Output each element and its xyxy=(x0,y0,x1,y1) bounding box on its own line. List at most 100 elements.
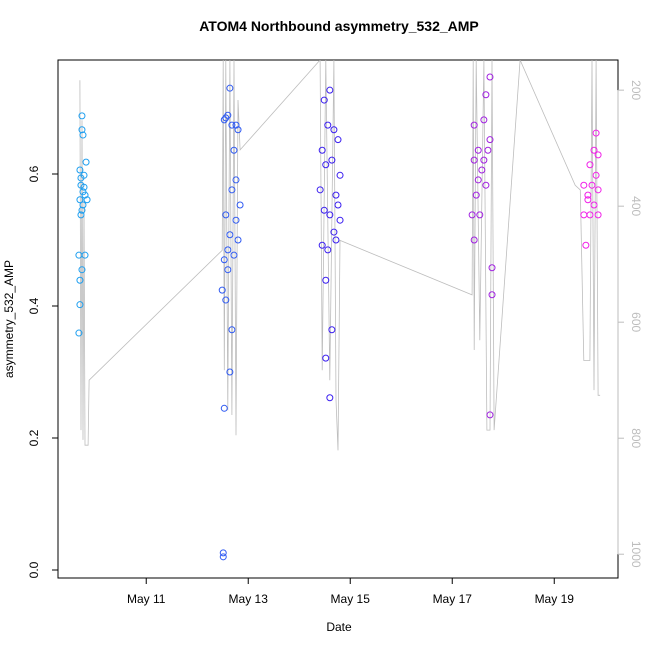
point xyxy=(78,206,86,214)
point xyxy=(324,121,332,129)
point xyxy=(224,266,232,274)
point xyxy=(336,171,344,179)
y2-tick-label: 200 xyxy=(629,80,643,100)
x-tick-label: May 15 xyxy=(331,592,371,606)
point xyxy=(81,191,89,199)
point xyxy=(486,136,494,144)
point xyxy=(79,201,87,209)
y-tick-label: 0.6 xyxy=(27,165,41,182)
point xyxy=(232,176,240,184)
point xyxy=(584,196,592,204)
point xyxy=(470,156,478,164)
point xyxy=(582,241,590,249)
point xyxy=(218,286,226,294)
point xyxy=(334,136,342,144)
point xyxy=(222,296,230,304)
y2-tick-label: 600 xyxy=(629,312,643,332)
point xyxy=(220,404,228,412)
point xyxy=(478,166,486,174)
chart-title: ATOM4 Northbound asymmetry_532_AMP xyxy=(199,18,479,34)
point xyxy=(76,166,84,174)
point xyxy=(486,411,494,419)
y-axis-label: asymmetry_532_AMP xyxy=(2,260,16,378)
y2-tick-label: 800 xyxy=(629,428,643,448)
point xyxy=(482,91,490,99)
point xyxy=(228,121,236,129)
point xyxy=(81,251,89,259)
y2-line xyxy=(79,60,601,451)
point xyxy=(488,291,496,299)
point xyxy=(470,121,478,129)
point xyxy=(586,161,594,169)
point xyxy=(220,116,228,124)
point xyxy=(326,211,334,219)
point xyxy=(588,181,596,189)
point xyxy=(592,171,600,179)
point xyxy=(580,181,588,189)
y-tick-label: 0.4 xyxy=(27,297,41,314)
point xyxy=(79,131,87,139)
y2-tick-label: 1000 xyxy=(629,541,643,568)
point xyxy=(226,84,234,92)
point xyxy=(318,241,326,249)
point xyxy=(80,183,88,191)
point xyxy=(590,146,598,154)
point xyxy=(320,206,328,214)
point xyxy=(228,326,236,334)
point xyxy=(328,326,336,334)
x-tick-label: May 11 xyxy=(127,592,166,606)
point xyxy=(326,394,334,402)
x-tick-label: May 13 xyxy=(229,592,269,606)
point xyxy=(336,216,344,224)
point xyxy=(326,86,334,94)
point xyxy=(316,186,324,194)
point xyxy=(580,211,588,219)
point xyxy=(230,251,238,259)
point xyxy=(78,126,86,134)
point xyxy=(76,276,84,284)
point xyxy=(474,146,482,154)
point xyxy=(330,228,338,236)
x-tick-label: May 17 xyxy=(433,592,473,606)
point xyxy=(594,186,602,194)
point xyxy=(482,181,490,189)
point xyxy=(472,191,480,199)
point xyxy=(226,368,234,376)
point xyxy=(470,236,478,244)
point xyxy=(220,256,228,264)
point xyxy=(332,236,340,244)
point xyxy=(219,553,227,561)
point xyxy=(486,73,494,81)
point xyxy=(78,112,86,120)
point xyxy=(222,211,230,219)
plot-box xyxy=(57,59,619,579)
y2-tick-label: 400 xyxy=(629,196,643,216)
point xyxy=(590,201,598,209)
point xyxy=(468,211,476,219)
point xyxy=(330,126,338,134)
point xyxy=(230,146,238,154)
point xyxy=(594,211,602,219)
point xyxy=(236,201,244,209)
x-axis-label: Date xyxy=(326,620,352,634)
point xyxy=(328,156,336,164)
point xyxy=(77,211,85,219)
point xyxy=(594,151,602,159)
x-tick-label: May 19 xyxy=(535,592,575,606)
point xyxy=(76,301,84,309)
point xyxy=(322,276,330,284)
point xyxy=(592,129,600,137)
point xyxy=(480,116,488,124)
point xyxy=(232,216,240,224)
y-tick-label: 0.2 xyxy=(27,429,41,446)
point xyxy=(318,146,326,154)
point xyxy=(75,329,83,337)
point xyxy=(76,196,84,204)
point xyxy=(75,251,83,259)
point xyxy=(82,158,90,166)
point xyxy=(234,236,242,244)
point xyxy=(234,126,242,134)
point xyxy=(480,156,488,164)
point xyxy=(219,549,227,557)
point xyxy=(584,191,592,199)
